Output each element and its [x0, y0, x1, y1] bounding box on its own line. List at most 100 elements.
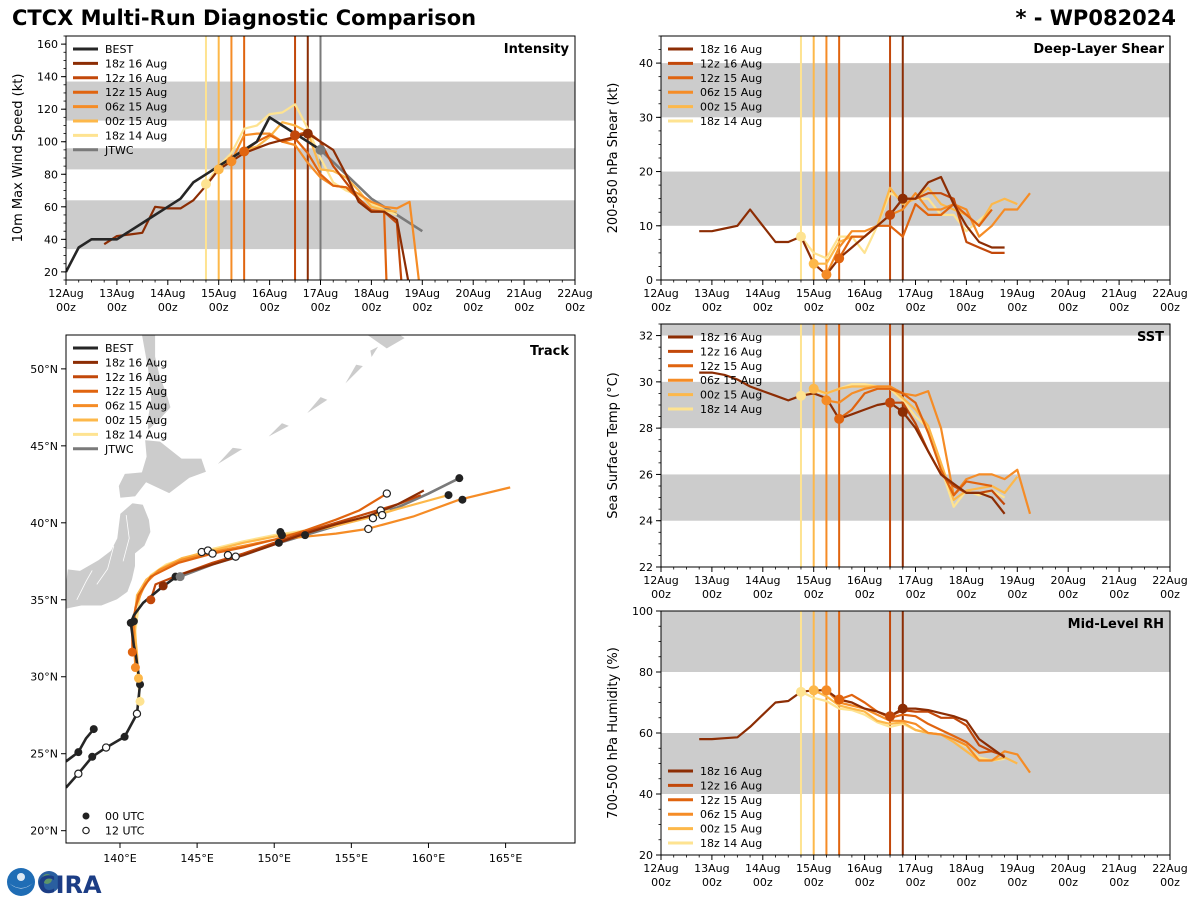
series-line-12z-15-aug: [243, 134, 388, 280]
init-marker-jtwc: [315, 144, 326, 155]
init-marker-12z-15-aug: [834, 694, 845, 705]
track-point-00utc: [120, 732, 129, 741]
y-tick-label: 30: [639, 376, 653, 389]
legend-label: 18z 14 Aug: [105, 428, 167, 441]
y-axis-label: Sea Surface Temp (°C): [606, 372, 621, 519]
legend-label: BEST: [105, 43, 133, 56]
cira-logo-text: CIRA: [38, 871, 102, 898]
land-polygon: [366, 335, 407, 350]
y-tick-label: 100: [37, 136, 58, 149]
land-polygon: [117, 439, 207, 499]
x-tick-label-time: 00z: [565, 301, 585, 314]
legend-label: 12z 15 Aug: [700, 72, 762, 85]
track-point-12utc: [231, 552, 240, 561]
legend-label: 06z 15 Aug: [700, 374, 762, 387]
y-tick-label: 25°N: [30, 748, 58, 761]
legend-label: 12z 16 Aug: [700, 779, 762, 792]
y-tick-label: 10: [639, 220, 653, 233]
x-tick-label-date: 20Aug: [1050, 287, 1085, 300]
legend-label: 12z 15 Aug: [105, 385, 167, 398]
y-tick-label: 22: [639, 561, 653, 574]
init-marker-18z-16-aug: [897, 703, 908, 714]
x-tick-label-date: 17Aug: [898, 862, 933, 875]
x-tick-label-time: 00z: [957, 876, 977, 889]
x-tick-label-time: 00z: [514, 301, 534, 314]
y-tick-label: 32: [639, 330, 653, 343]
series-line-12z-16-aug: [889, 708, 1005, 757]
x-tick-label-date: 14Aug: [745, 862, 780, 875]
y-tick-label: 60: [639, 727, 653, 740]
series-line-18z-16-aug: [699, 175, 1005, 276]
x-tick-label-date: 16Aug: [847, 574, 882, 587]
panel-intensity: 20 40 60 80 100 120 140 160 10m Max Wind Speed (…: [11, 35, 593, 314]
panel-rh: 20 40 60 80 100 700-500 hPa Humidity (%) 12Aug…: [606, 605, 1188, 889]
legend-label: 06z 15 Aug: [105, 400, 167, 413]
x-tick-label-date: 18Aug: [949, 574, 984, 587]
track-init-point: [133, 673, 143, 683]
track-point-00utc: [274, 538, 283, 547]
x-tick-label-time: 00z: [1007, 876, 1027, 889]
y-tick-label: 20: [639, 849, 653, 862]
legend-label: 18z 14 Aug: [700, 403, 762, 416]
y-tick-label: 40: [44, 233, 58, 246]
x-tick-label-date: 15Aug: [796, 287, 831, 300]
init-marker-18z-16-aug: [897, 406, 908, 417]
legend-label: 00z 15 Aug: [105, 414, 167, 427]
x-tick-label-time: 00z: [702, 588, 722, 601]
axes-frame: [65, 334, 576, 844]
y-tick-label: 45°N: [30, 440, 58, 453]
init-marker-18z-14-aug: [795, 686, 806, 697]
y-tick-label: 35°N: [30, 594, 58, 607]
x-tick-label-time: 00z: [855, 588, 875, 601]
x-tick-label-date: 12Aug: [643, 574, 678, 587]
track-point-12utc: [377, 510, 387, 520]
panel-title: Deep-Layer Shear: [1033, 42, 1164, 57]
legend-label: 12z 16 Aug: [700, 345, 762, 358]
series-line-best: [66, 116, 322, 273]
legend-label: 06z 15 Aug: [105, 101, 167, 114]
series-line-00z-15-aug: [813, 385, 1019, 501]
land-polygon: [343, 363, 365, 387]
track-init-point: [135, 696, 145, 706]
series-line-18z-16-aug: [699, 371, 1006, 515]
panel-track: 140°E 145°E 150°E 155°E 160°E 165°E 20°N 25°N 30…: [30, 334, 576, 865]
track-point-00utc: [88, 752, 97, 761]
init-marker-06z-15-aug: [821, 395, 832, 406]
init-marker-18z-14-aug: [200, 179, 211, 190]
x-tick-label-date: 22Aug: [1152, 287, 1187, 300]
x-tick-label-time: 00z: [1160, 876, 1180, 889]
legend-label: 18z 14 Aug: [105, 129, 167, 142]
init-lines: [799, 611, 904, 855]
series-line-18z-16-aug: [699, 689, 1006, 759]
x-tick-label-date: 22Aug: [1152, 862, 1187, 875]
x-tick-label-time: 00z: [702, 876, 722, 889]
legend-label: 00z 15 Aug: [700, 823, 762, 836]
shaded-band: [661, 474, 1170, 521]
y-tick-label: 50°N: [30, 363, 58, 376]
marker-legend-open: [82, 826, 90, 835]
y-tick-label: 26: [639, 468, 653, 481]
prefecture-border: [76, 570, 93, 600]
init-marker-06z-15-aug: [226, 156, 237, 167]
x-tick-label-time: 00z: [855, 301, 875, 314]
track-line-best: [66, 574, 180, 789]
track-point-00utc: [444, 491, 453, 500]
x-tick-label-time: 00z: [804, 876, 824, 889]
shaded-band: [661, 63, 1170, 118]
init-marker-00z-15-aug: [808, 258, 819, 269]
init-marker-12z-15-aug: [239, 146, 250, 157]
x-tick-label-date: 19Aug: [1000, 574, 1035, 587]
x-tick-label-time: 00z: [1058, 876, 1078, 889]
x-tick-label-time: 00z: [804, 588, 824, 601]
track-init-point: [130, 663, 140, 673]
x-tick-label-date: 15Aug: [796, 862, 831, 875]
y-tick-label: 20°N: [30, 825, 58, 838]
legend-label: 00z 15 Aug: [700, 389, 762, 402]
series-line-12z-15-aug: [838, 693, 993, 754]
x-tick-label: 165°E: [489, 852, 522, 865]
land-polygon: [266, 422, 291, 439]
x-tick-label-date: 16Aug: [847, 287, 882, 300]
